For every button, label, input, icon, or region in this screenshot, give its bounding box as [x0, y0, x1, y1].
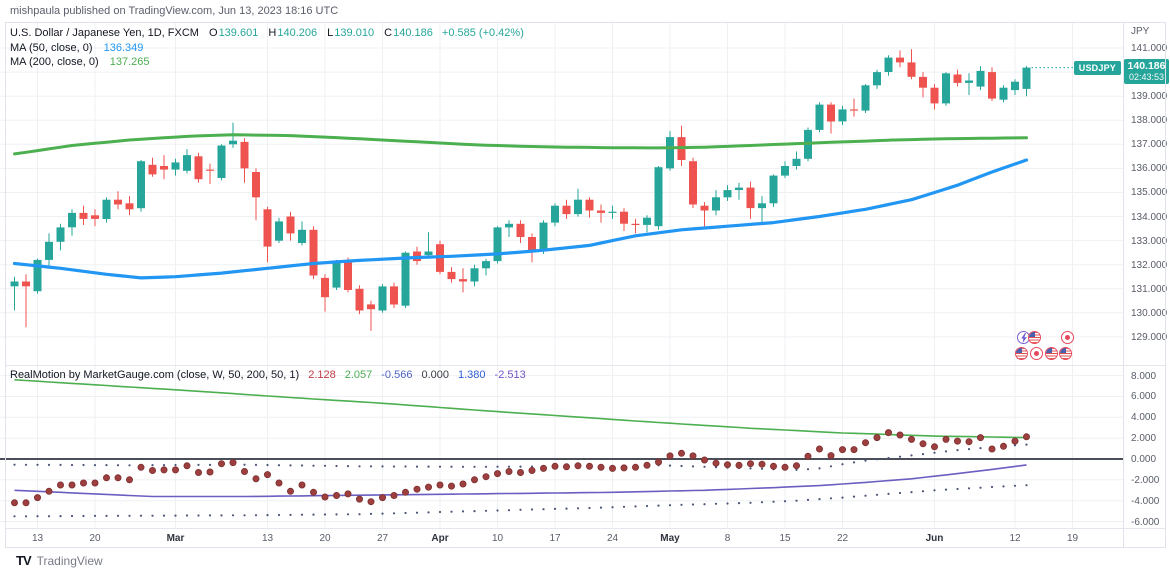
price-axis-label: 134.000 [1131, 211, 1168, 223]
time-axis-label: 17 [549, 533, 561, 544]
time-axis-label: Jun [925, 533, 944, 544]
time-axis[interactable]: 13 20 Mar 13 20 27 Apr 10 17 24 May 8 15 22 Jun 12 19 [0, 528, 1123, 548]
price-axis-label: 132.000 [1131, 259, 1168, 271]
ma200-value: 137.265 [109, 56, 150, 68]
time-axis-separator [5, 528, 1166, 529]
open-value: 139.601 [218, 27, 259, 39]
indicator-title: RealMotion by MarketGauge.com (close, W,… [10, 369, 300, 381]
low-label: L [327, 27, 334, 39]
last-price-value: 140.186 [1127, 60, 1166, 72]
high-value: 140.206 [277, 27, 318, 39]
close-value: 140.186 [393, 27, 433, 39]
indicator-value: 0.000 [421, 369, 449, 381]
price-axis-label: 137.000 [1131, 139, 1168, 151]
indicator-value: -0.566 [381, 369, 413, 381]
published-byline: mishpaula published on TradingView.com, … [10, 5, 339, 17]
time-axis-label: 22 [836, 533, 849, 544]
change-value: +0.585 (+0.42%) [441, 27, 524, 39]
ma200-label: MA (200, close, 0) [10, 56, 99, 68]
price-axis-separator [1123, 22, 1124, 548]
main-chart-pane[interactable] [0, 23, 1123, 365]
time-axis-label: 20 [319, 533, 331, 544]
ma50-line [12, 158, 1029, 280]
footer: TV TradingView [16, 553, 103, 568]
price-axis-label: 138.000 [1131, 115, 1168, 127]
price-axis-label: 130.000 [1131, 307, 1168, 319]
ma50-value: 136.349 [103, 42, 144, 54]
us-flag-event-icon[interactable] [1045, 347, 1058, 360]
close-label: C [384, 27, 393, 39]
tradingview-logo-icon[interactable]: TV [16, 553, 32, 568]
time-axis-label: 12 [1009, 533, 1021, 544]
us-flag-event-icon[interactable] [1015, 347, 1028, 360]
time-axis-label: 10 [491, 533, 504, 544]
currency-label: JPY [1131, 26, 1150, 37]
motion-avg50-line [14, 464, 1027, 498]
last-price-badge: 140.186 02:43:53 [1124, 59, 1169, 84]
price-axis-label: 131.000 [1131, 283, 1168, 295]
indicator-axis-label: 6.000 [1131, 391, 1157, 403]
us-flag-event-icon[interactable] [1028, 331, 1041, 344]
pane-separator[interactable] [5, 365, 1166, 366]
tradingview-brand[interactable]: TradingView [36, 553, 103, 568]
time-axis-label: 20 [89, 533, 101, 544]
price-axis[interactable]: JPY 141.000 139.000 138.000 137.000 136.000 1… [1123, 22, 1170, 548]
japan-flag-event-icon[interactable] [1061, 331, 1074, 344]
indicator-axis-label: 8.000 [1131, 370, 1157, 382]
time-axis-label: 19 [1066, 533, 1079, 544]
bar-countdown: 02:43:53 [1128, 72, 1165, 82]
indicator-axis-label: 4.000 [1131, 412, 1157, 424]
indicator-pane[interactable] [0, 365, 1123, 528]
ma200-legend[interactable]: MA (200, close, 0) 137.265 [10, 56, 149, 68]
ma200-line [13, 133, 1028, 156]
indicator-axis-label: -2.000 [1131, 474, 1160, 486]
symbol-price-flag: USDJPY [1073, 61, 1121, 75]
time-axis-label: May [660, 533, 680, 544]
realmotion-dots [10, 429, 1031, 507]
time-axis-label: 13 [261, 533, 274, 544]
time-axis-label: Apr [431, 533, 449, 544]
open-label: O [209, 27, 218, 39]
indicator-axis-label: -4.000 [1131, 495, 1160, 507]
time-axis-label: 13 [31, 533, 44, 544]
ma50-label: MA (50, close, 0) [10, 42, 93, 54]
price-axis-label: 135.000 [1131, 187, 1168, 199]
symbol-title: U.S. Dollar / Japanese Yen, 1D, FXCM [10, 27, 199, 39]
low-value: 139.010 [334, 27, 375, 39]
time-axis-label: 24 [606, 533, 619, 544]
indicator-axis-label: 0.000 [1131, 454, 1157, 465]
indicator-values: 2.128 2.057 -0.566 0.000 1.380 -2.513 [299, 369, 526, 381]
high-label: H [268, 27, 277, 39]
indicator-legend[interactable]: RealMotion by MarketGauge.com (close, W,… [10, 369, 526, 381]
indicator-axis-label: -6.000 [1131, 516, 1160, 528]
price-axis-label: 139.000 [1131, 91, 1168, 103]
time-axis-label: 27 [376, 533, 389, 544]
price-axis-label: 141.000 [1131, 43, 1168, 54]
price-axis-label: 136.000 [1131, 163, 1168, 175]
indicator-value: 1.380 [458, 369, 486, 381]
symbol-legend[interactable]: U.S. Dollar / Japanese Yen, 1D, FXCM O13… [10, 27, 524, 39]
time-axis-label: Mar [166, 533, 185, 544]
indicator-axis-label: 2.000 [1131, 433, 1157, 445]
time-axis-label: 8 [724, 533, 731, 544]
price-axis-label: 133.000 [1131, 235, 1168, 247]
us-flag-event-icon[interactable] [1059, 347, 1072, 360]
indicator-value: -2.513 [494, 369, 526, 381]
motion-avg200-line [14, 379, 1027, 439]
indicator-value: 2.128 [308, 369, 336, 381]
indicator-value: 2.057 [344, 369, 373, 381]
time-axis-label: 15 [779, 533, 791, 544]
japan-flag-event-icon[interactable] [1030, 347, 1043, 360]
price-axis-label: 129.000 [1131, 331, 1168, 343]
lower-band-dots [13, 484, 1028, 518]
ma50-legend[interactable]: MA (50, close, 0) 136.349 [10, 42, 143, 54]
